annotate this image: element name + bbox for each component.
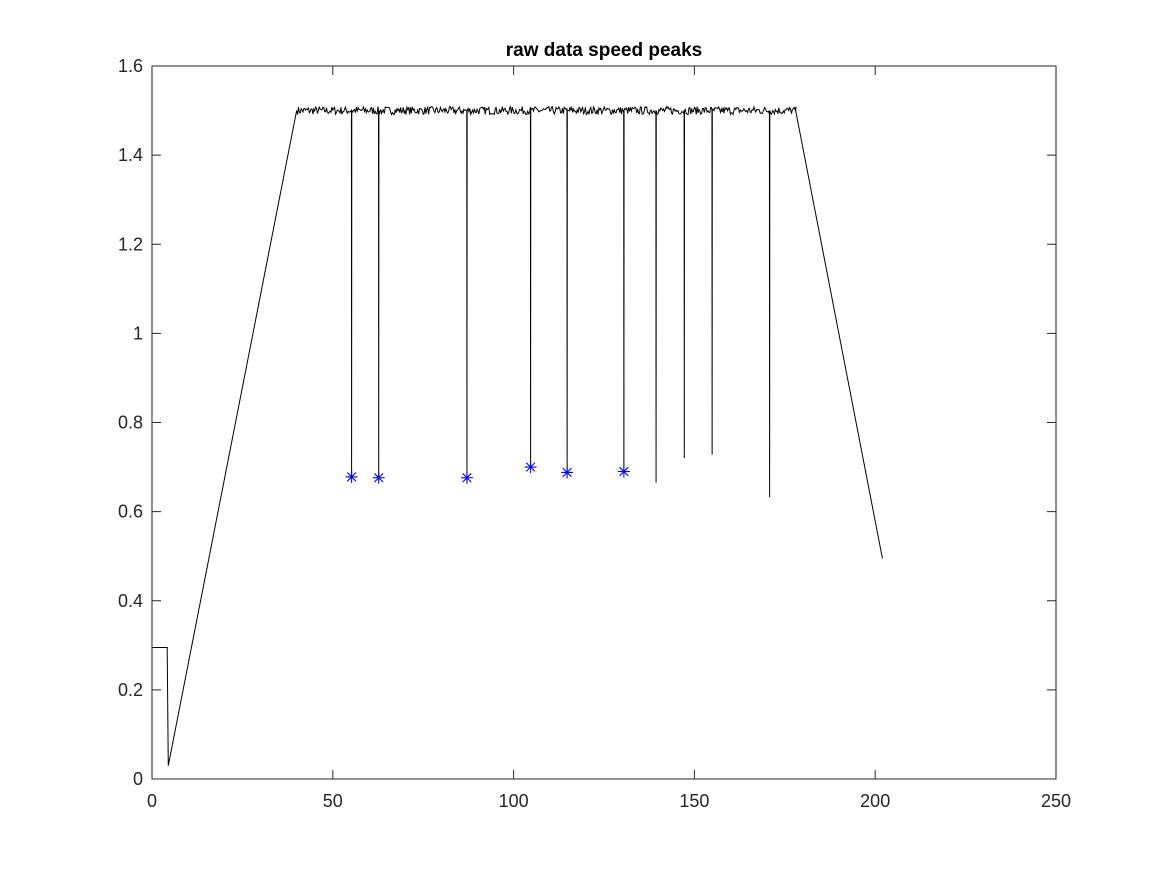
y-tick-label: 0.2	[118, 680, 143, 700]
y-tick-label: 0	[133, 769, 143, 789]
y-tick-label: 1.4	[118, 145, 143, 165]
speed-series-line	[152, 105, 883, 766]
peak-marker	[524, 461, 537, 474]
peak-marker	[345, 470, 358, 483]
y-tick-label: 0.6	[118, 502, 143, 522]
x-tick-label: 200	[860, 791, 890, 811]
y-tick-label: 0.8	[118, 413, 143, 433]
chart-title: raw data speed peaks	[506, 40, 702, 61]
y-tick-label: 1.6	[118, 56, 143, 76]
data-layer	[152, 105, 883, 766]
x-tick-label: 50	[323, 791, 343, 811]
peak-marker	[617, 465, 630, 478]
peak-marker	[372, 471, 385, 484]
peak-marker	[460, 471, 473, 484]
x-tick-label: 150	[679, 791, 709, 811]
ticks-layer: 0 50 100 150 200 250 0 0.2 0.4 0.6 0.8 1 1.2 1.4 1.6	[118, 56, 1071, 811]
y-tick-label: 1	[133, 323, 143, 343]
x-tick-label: 250	[1041, 791, 1071, 811]
x-tick-label: 100	[499, 791, 529, 811]
y-tick-label: 0.4	[118, 591, 143, 611]
y-tick-label: 1.2	[118, 234, 143, 254]
peak-marker	[561, 466, 574, 479]
x-tick-label: 0	[147, 791, 157, 811]
